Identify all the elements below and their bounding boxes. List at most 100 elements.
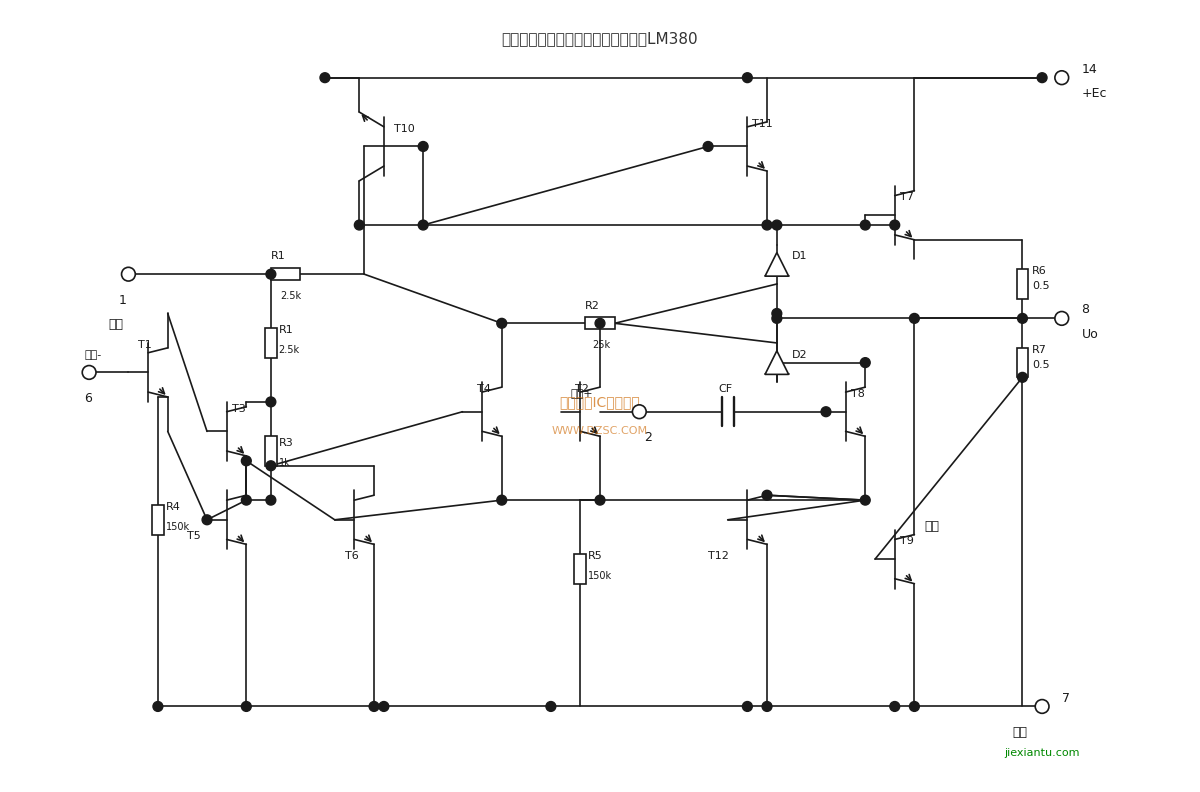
- Text: R3: R3: [278, 438, 294, 448]
- Text: 输入+: 输入+: [570, 389, 593, 399]
- Text: D2: D2: [792, 350, 808, 360]
- Text: T1: T1: [138, 340, 152, 350]
- Circle shape: [772, 314, 781, 323]
- Text: +Ec: +Ec: [1081, 87, 1106, 101]
- Text: T5: T5: [187, 531, 202, 542]
- Text: 150k: 150k: [166, 522, 190, 531]
- Text: 2.5k: 2.5k: [278, 345, 300, 355]
- Circle shape: [370, 702, 379, 711]
- Circle shape: [121, 267, 136, 281]
- Circle shape: [910, 314, 919, 323]
- Circle shape: [762, 490, 772, 500]
- Circle shape: [241, 702, 251, 711]
- Text: R7: R7: [1032, 345, 1048, 355]
- Circle shape: [821, 407, 830, 417]
- Circle shape: [743, 73, 752, 82]
- Text: R2: R2: [586, 300, 600, 310]
- Circle shape: [860, 220, 870, 230]
- Circle shape: [1055, 311, 1069, 326]
- Circle shape: [1018, 372, 1027, 383]
- Text: WWW.DZSC.COM: WWW.DZSC.COM: [552, 426, 648, 436]
- Circle shape: [890, 220, 900, 230]
- Text: R6: R6: [1032, 266, 1048, 276]
- Circle shape: [743, 702, 752, 711]
- Text: 1k: 1k: [278, 458, 290, 468]
- Text: Uo: Uo: [1081, 328, 1098, 341]
- Circle shape: [497, 495, 506, 505]
- Bar: [586, 318, 614, 329]
- Circle shape: [860, 495, 870, 505]
- Text: 0.5: 0.5: [1032, 281, 1050, 291]
- Circle shape: [83, 366, 96, 379]
- Circle shape: [595, 495, 605, 505]
- Text: 14: 14: [1081, 63, 1097, 76]
- Circle shape: [1055, 70, 1069, 85]
- Text: R5: R5: [588, 551, 602, 561]
- Text: 1: 1: [119, 294, 126, 307]
- Text: CF: CF: [718, 384, 732, 394]
- Text: T12: T12: [708, 551, 728, 561]
- Text: T4: T4: [478, 384, 491, 394]
- Circle shape: [772, 220, 781, 230]
- Circle shape: [419, 220, 428, 230]
- Bar: [575, 554, 587, 584]
- Text: 150k: 150k: [588, 571, 612, 581]
- Circle shape: [241, 456, 251, 466]
- Circle shape: [266, 495, 276, 505]
- Circle shape: [1037, 73, 1048, 82]
- Text: 输入-: 输入-: [84, 350, 102, 360]
- Circle shape: [595, 318, 605, 328]
- Text: 接地: 接地: [924, 520, 940, 532]
- Text: 7: 7: [1062, 691, 1069, 705]
- Circle shape: [546, 702, 556, 711]
- Text: T2: T2: [576, 384, 589, 394]
- Text: T6: T6: [344, 551, 359, 561]
- Text: T9: T9: [900, 536, 913, 546]
- Bar: [1016, 348, 1028, 377]
- Text: T7: T7: [900, 192, 913, 203]
- Text: 全球最大IC采购网站: 全球最大IC采购网站: [559, 395, 641, 409]
- Circle shape: [266, 461, 276, 470]
- Circle shape: [762, 702, 772, 711]
- Text: jiexiantu.com: jiexiantu.com: [1004, 748, 1080, 758]
- Circle shape: [632, 405, 646, 419]
- Circle shape: [320, 73, 330, 82]
- Text: T10: T10: [394, 124, 414, 134]
- Circle shape: [241, 495, 251, 505]
- Bar: [1016, 269, 1028, 299]
- Text: 2.5k: 2.5k: [281, 291, 302, 301]
- Circle shape: [379, 702, 389, 711]
- Text: T8: T8: [851, 389, 864, 399]
- Text: T11: T11: [752, 119, 773, 129]
- Text: R1: R1: [271, 251, 286, 261]
- Bar: [152, 505, 163, 535]
- Circle shape: [497, 318, 506, 328]
- Circle shape: [1018, 314, 1027, 323]
- Circle shape: [762, 220, 772, 230]
- Circle shape: [1037, 702, 1048, 711]
- Polygon shape: [766, 351, 788, 375]
- Text: R1: R1: [278, 326, 294, 335]
- Circle shape: [1036, 699, 1049, 714]
- Circle shape: [266, 269, 276, 279]
- Polygon shape: [766, 253, 788, 276]
- Circle shape: [152, 702, 163, 711]
- Circle shape: [772, 309, 781, 318]
- Circle shape: [860, 358, 870, 367]
- Bar: [271, 268, 300, 280]
- Circle shape: [910, 702, 919, 711]
- Text: 接地: 接地: [1013, 726, 1027, 739]
- Bar: [265, 436, 277, 466]
- Bar: [265, 328, 277, 358]
- Text: 25k: 25k: [592, 340, 611, 350]
- Text: D1: D1: [792, 251, 808, 261]
- Text: 0.5: 0.5: [1032, 360, 1050, 370]
- Text: 2: 2: [644, 431, 652, 444]
- Text: 6: 6: [84, 392, 92, 405]
- Circle shape: [419, 142, 428, 151]
- Text: 旁路: 旁路: [109, 318, 124, 331]
- Circle shape: [890, 702, 900, 711]
- Circle shape: [354, 220, 365, 230]
- Text: R4: R4: [166, 502, 181, 512]
- Text: T3: T3: [232, 404, 245, 413]
